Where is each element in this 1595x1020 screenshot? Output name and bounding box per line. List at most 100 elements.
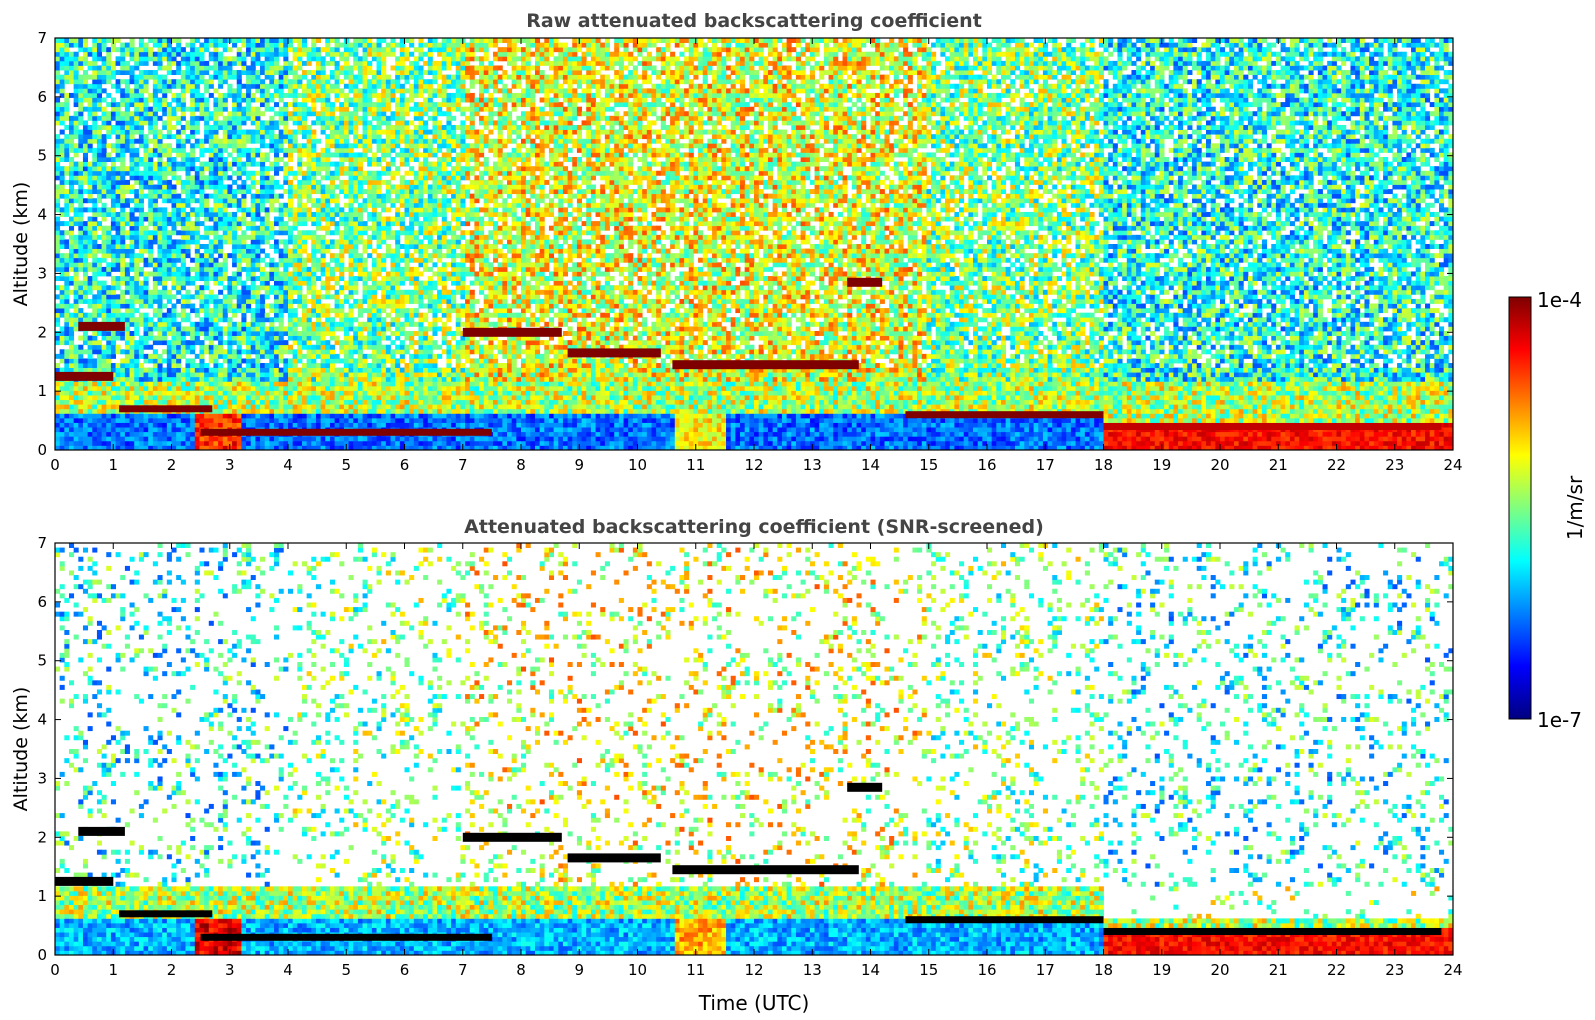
heatmap-cell: [917, 432, 922, 437]
heatmap-cell: [996, 427, 1001, 432]
heatmap-cell: [251, 436, 256, 441]
heatmap-cell: [1015, 427, 1020, 432]
heatmap-cell: [442, 441, 447, 446]
heatmap-cell: [591, 432, 596, 437]
heatmap-cell: [1183, 432, 1188, 437]
heatmap-cell: [679, 427, 684, 432]
heatmap-cell: [582, 436, 587, 441]
heatmap-cell: [1392, 432, 1397, 437]
heatmap-cell: [647, 441, 652, 446]
heatmap-cell: [819, 436, 824, 441]
panel-raw: Raw attenuated backscattering coefficien…: [10, 10, 1463, 474]
heatmap-cell: [679, 441, 684, 446]
heatmap-cell: [568, 436, 573, 441]
heatmap-cell: [446, 441, 451, 446]
heatmap-cell: [1434, 441, 1439, 446]
heatmap-cell: [530, 432, 535, 437]
heatmap-cell: [936, 427, 941, 432]
heatmap-cell: [796, 427, 801, 432]
heatmap-cell: [1052, 432, 1057, 437]
heatmap-cell: [1267, 432, 1272, 437]
heatmap-cell: [1337, 441, 1342, 446]
heatmap-cell: [679, 436, 684, 441]
heatmap-cell: [707, 436, 712, 441]
heatmap-cell: [432, 441, 437, 446]
heatmap-cell: [894, 432, 899, 437]
heatmap-cell: [227, 436, 232, 441]
heatmap-cell: [838, 441, 843, 446]
heatmap-cell: [1239, 432, 1244, 437]
heatmap-cell: [1066, 432, 1071, 437]
heatmap-cell: [1388, 436, 1393, 441]
heatmap-cell: [1020, 436, 1025, 441]
heatmap-cell: [857, 436, 862, 441]
heatmap-cell: [889, 427, 894, 432]
heatmap-cell: [372, 436, 377, 441]
heatmap-cell: [871, 436, 876, 441]
heatmap-cell: [1420, 436, 1425, 441]
heatmap-cell: [1201, 436, 1206, 441]
heatmap-cell: [423, 436, 428, 441]
heatmap-cell: [1420, 432, 1425, 437]
heatmap-cell: [600, 432, 605, 437]
heatmap-cell: [106, 441, 111, 446]
heatmap-cell: [982, 432, 987, 437]
heatmap-cell: [843, 432, 848, 437]
heatmap-cell: [167, 427, 172, 432]
heatmap-cell: [1136, 441, 1141, 446]
heatmap-cell: [1141, 432, 1146, 437]
heatmap-cell: [619, 427, 624, 432]
heatmap-cell: [703, 436, 708, 441]
heatmap-cell: [1155, 441, 1160, 446]
heatmap-cell: [847, 436, 852, 441]
heatmap-cell: [1416, 436, 1421, 441]
heatmap-cell: [451, 436, 456, 441]
heatmap-cell: [69, 432, 74, 437]
heatmap-cell: [484, 441, 489, 446]
heatmap-cell: [158, 427, 163, 432]
heatmap-cell: [1253, 441, 1258, 446]
heatmap-cell: [610, 432, 615, 437]
heatmap-cell: [521, 436, 526, 441]
heatmap-cell: [1225, 432, 1230, 437]
heatmap-cell: [358, 436, 363, 441]
heatmap-cell: [321, 441, 326, 446]
heatmap-cell: [968, 436, 973, 441]
heatmap-cell: [526, 441, 531, 446]
heatmap-cell: [740, 432, 745, 437]
heatmap-cell: [777, 436, 782, 441]
heatmap-cell: [908, 432, 913, 437]
heatmap-cell: [1145, 436, 1150, 441]
heatmap-cell: [656, 441, 661, 446]
heatmap-cell: [325, 441, 330, 446]
heatmap-cell: [512, 436, 517, 441]
heatmap-cell: [190, 427, 195, 432]
heatmap-cell: [815, 441, 820, 446]
heatmap-cell: [829, 432, 834, 437]
heatmap-cell: [1020, 427, 1025, 432]
heatmap-cell: [754, 427, 759, 432]
heatmap-cell: [852, 427, 857, 432]
heatmap-cell: [64, 432, 69, 437]
heatmap-cell: [162, 432, 167, 437]
heatmap-cell: [759, 436, 764, 441]
heatmap-cell: [493, 441, 498, 446]
heatmap-cell: [1215, 432, 1220, 437]
heatmap-cell: [1397, 441, 1402, 446]
heatmap-cell: [55, 441, 60, 446]
heatmap-cell: [707, 432, 712, 437]
heatmap-cell: [866, 427, 871, 432]
heatmap-cell: [950, 427, 955, 432]
heatmap-cell: [1029, 427, 1034, 432]
heatmap-cell: [857, 432, 862, 437]
heatmap-cell: [1141, 441, 1146, 446]
heatmap-cell: [936, 436, 941, 441]
heatmap-cell: [829, 441, 834, 446]
heatmap-cell: [153, 427, 158, 432]
heatmap-cell: [959, 441, 964, 446]
heatmap-cell: [1155, 432, 1160, 437]
heatmap-cell: [1378, 432, 1383, 437]
heatmap-cell: [172, 436, 177, 441]
heatmap-raw: [55, 38, 1453, 450]
heatmap-cell: [516, 427, 521, 432]
